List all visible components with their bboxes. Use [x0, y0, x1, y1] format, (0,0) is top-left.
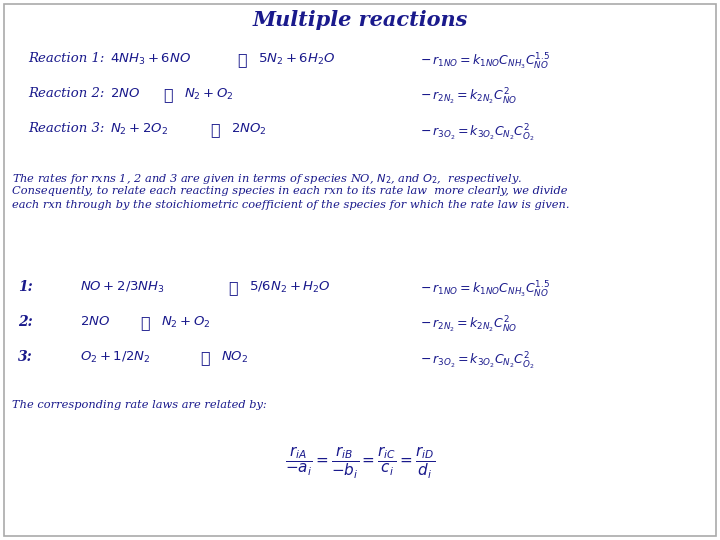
FancyBboxPatch shape [4, 4, 716, 536]
Text: $O_2 + 1/2N_2$: $O_2 + 1/2N_2$ [80, 350, 150, 365]
Text: $5N_2 + 6H_2O$: $5N_2 + 6H_2O$ [258, 52, 336, 67]
Text: $N_2 + O_2$: $N_2 + O_2$ [161, 315, 211, 330]
Text: The corresponding rate laws are related by:: The corresponding rate laws are related … [12, 400, 266, 410]
Text: $4NH_3 + 6NO$: $4NH_3 + 6NO$ [110, 52, 191, 67]
Text: Reaction 1:: Reaction 1: [28, 52, 104, 65]
Text: $NO_2$: $NO_2$ [221, 350, 248, 365]
Text: $\dfrac{r_{iA}}{-a_i} = \dfrac{r_{iB}}{-b_i} = \dfrac{r_{iC}}{c_i} = \dfrac{r_{i: $\dfrac{r_{iA}}{-a_i} = \dfrac{r_{iB}}{-… [285, 445, 435, 481]
Text: $-\,r_{2N_2} = k_{2N_2}C_{NO}^{2}$: $-\,r_{2N_2} = k_{2N_2}C_{NO}^{2}$ [420, 315, 517, 335]
Text: $-\,r_{2N_2} = k_{2N_2}C_{NO}^{2}$: $-\,r_{2N_2} = k_{2N_2}C_{NO}^{2}$ [420, 87, 517, 107]
Text: Consequently, to relate each reacting species in each rxn to its rate law  more : Consequently, to relate each reacting sp… [12, 186, 567, 196]
Text: 3:: 3: [18, 350, 32, 364]
Text: ⦿: ⦿ [200, 350, 210, 365]
Text: $-\,r_{1NO} = k_{1NO}C_{NH_3}C_{NO}^{1.5}$: $-\,r_{1NO} = k_{1NO}C_{NH_3}C_{NO}^{1.5… [420, 52, 550, 72]
Text: Multiple reactions: Multiple reactions [252, 10, 468, 30]
Text: $-\,r_{3O_2} = k_{3O_2}C_{N_2}C_{O_2}^{2}$: $-\,r_{3O_2} = k_{3O_2}C_{N_2}C_{O_2}^{2… [420, 350, 535, 372]
Text: Reaction 3:: Reaction 3: [28, 122, 104, 135]
Text: ⦿: ⦿ [163, 87, 173, 102]
Text: ⦿: ⦿ [237, 52, 247, 67]
Text: $-\,r_{3O_2} = k_{3O_2}C_{N_2}C_{O_2}^{2}$: $-\,r_{3O_2} = k_{3O_2}C_{N_2}C_{O_2}^{2… [420, 122, 535, 144]
Text: $2NO_2$: $2NO_2$ [231, 122, 266, 137]
Text: $2NO$: $2NO$ [80, 315, 110, 328]
Text: $-\,r_{1NO} = k_{1NO}C_{NH_3}C_{NO}^{1.5}$: $-\,r_{1NO} = k_{1NO}C_{NH_3}C_{NO}^{1.5… [420, 280, 550, 300]
Text: 1:: 1: [18, 280, 32, 294]
Text: $2NO$: $2NO$ [110, 87, 140, 100]
Text: $NO + 2/3NH_3$: $NO + 2/3NH_3$ [80, 280, 165, 295]
Text: each rxn through by the stoichiometric coefficient of the species for which the : each rxn through by the stoichiometric c… [12, 200, 570, 210]
Text: 2:: 2: [18, 315, 32, 329]
Text: $5/6N_2 + H_2O$: $5/6N_2 + H_2O$ [249, 280, 331, 295]
Text: $N_2 + O_2$: $N_2 + O_2$ [184, 87, 234, 102]
Text: The rates for rxns 1, 2 and 3 are given in terms of species NO, $N_2$, and $O_2$: The rates for rxns 1, 2 and 3 are given … [12, 172, 522, 186]
Text: ⦿: ⦿ [140, 315, 150, 330]
Text: Reaction 2:: Reaction 2: [28, 87, 104, 100]
Text: ⦿: ⦿ [228, 280, 238, 295]
Text: ⦿: ⦿ [210, 122, 220, 137]
Text: $N_2 + 2O_2$: $N_2 + 2O_2$ [110, 122, 168, 137]
